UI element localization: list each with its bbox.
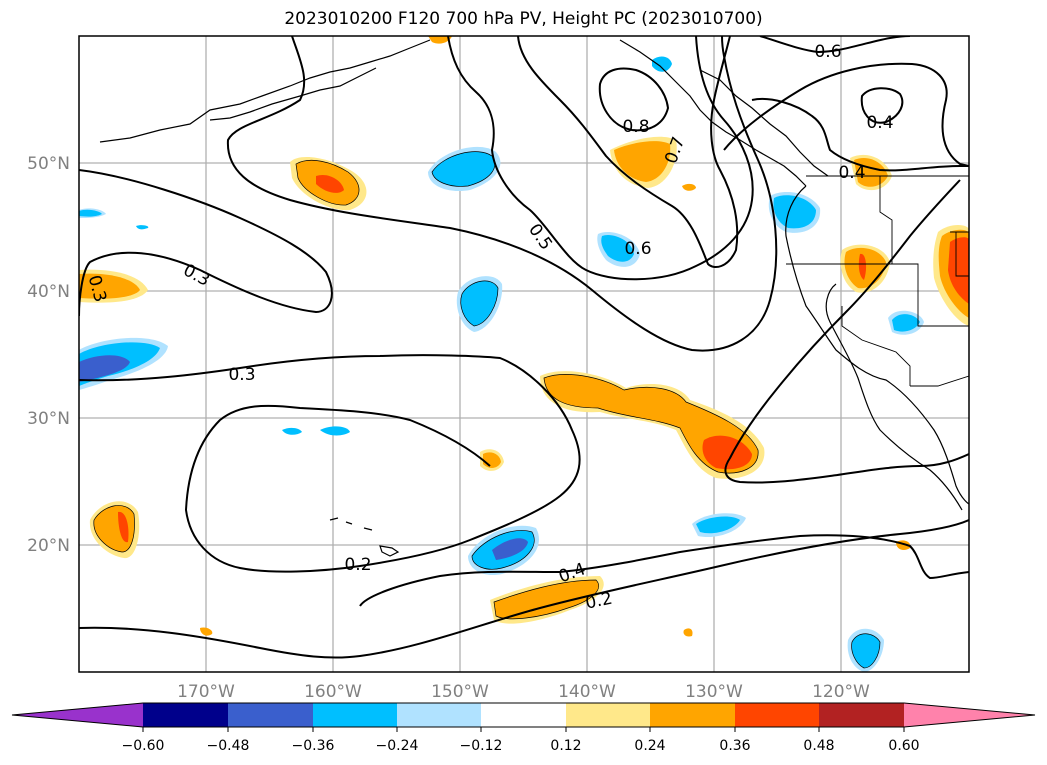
negative-pv-anomalies: [79, 56, 924, 672]
anomaly-patch: [773, 195, 816, 229]
colorbar: −0.60 −0.48 −0.36 −0.24 −0.12 0.12 0.24 …: [11, 702, 1036, 754]
colorbar-segment: [735, 703, 819, 727]
anomaly-patch: [652, 56, 672, 72]
colorbar-segment: [566, 703, 650, 727]
anomaly-patch: [492, 538, 528, 560]
colorbar-segment: [904, 703, 1035, 727]
contour-label: 0.6: [624, 239, 651, 259]
anomaly-patch: [432, 151, 495, 187]
colorbar-ticks: [142, 727, 905, 732]
anomaly-patch: [858, 253, 867, 280]
colorbar-tick-label: 0.48: [803, 738, 834, 754]
colorbar-tick-label: 0.24: [634, 738, 665, 754]
anomaly-patch: [494, 580, 599, 619]
contour-labels: 0.6 0.4 0.4 0.8 0.7 0.5 0.6 0.3 0.3 0.3 …: [84, 42, 894, 614]
contour-label: 0.6: [814, 42, 841, 62]
colorbar-tick-label: 0.12: [550, 738, 581, 754]
anomaly-patch: [428, 36, 452, 44]
colorbar-tick-label: −0.36: [292, 738, 335, 754]
latitude-labels: 50°N 40°N 30°N 20°N: [27, 154, 70, 556]
map-title: 2023010200 F120 700 hPa PV, Height PC (2…: [284, 9, 763, 29]
colorbar-segment: [397, 703, 481, 727]
colorbar-tick-label: −0.12: [460, 738, 503, 754]
lat-label: 30°N: [27, 409, 70, 429]
lat-label: 20°N: [27, 536, 70, 556]
anomaly-patch: [696, 516, 740, 534]
colorbar-segment: [650, 703, 735, 727]
height-contours: [79, 36, 969, 659]
anomaly-patch: [892, 314, 920, 332]
map-content: 0.6 0.4 0.4 0.8 0.7 0.5 0.6 0.3 0.3 0.3 …: [79, 36, 969, 672]
lat-label: 50°N: [27, 154, 70, 174]
lon-label: 170°W: [177, 682, 235, 702]
lon-label: 150°W: [431, 682, 489, 702]
colorbar-tick-label: −0.48: [207, 738, 250, 754]
anomaly-patch: [601, 234, 634, 262]
anomaly-patch: [79, 355, 130, 382]
longitude-labels: 170°W 160°W 150°W 140°W 130°W 120°W: [177, 682, 870, 702]
colorbar-segment: [481, 703, 566, 727]
anomaly-patch: [320, 426, 350, 436]
anomaly-patch: [683, 628, 693, 637]
anomaly-patch: [118, 511, 129, 543]
anomaly-patch: [316, 174, 344, 193]
contour-label: 0.2: [584, 589, 615, 614]
anomaly-patch: [282, 427, 302, 435]
anomaly-patch: [136, 225, 149, 230]
colorbar-tick-label: −0.60: [122, 738, 165, 754]
lon-label: 120°W: [812, 682, 870, 702]
colorbar-tick-label: −0.24: [376, 738, 419, 754]
anomaly-patch: [460, 280, 498, 326]
colorbar-segment: [12, 703, 143, 727]
lon-label: 130°W: [685, 682, 743, 702]
colorbar-tick-label: 0.36: [719, 738, 750, 754]
colorbar-segment: [819, 703, 904, 727]
lat-label: 40°N: [27, 282, 70, 302]
anomaly-patch: [79, 209, 102, 217]
anomaly-patch: [79, 273, 140, 299]
state-borders: [786, 175, 969, 387]
contour-label: 0.4: [838, 163, 865, 183]
colorbar-segment: [143, 703, 228, 727]
anomaly-outlines: [93, 151, 881, 669]
anomaly-patch: [948, 237, 969, 304]
contour-label: 0.2: [344, 555, 371, 575]
contour-label: 0.3: [228, 365, 255, 385]
map-frame: [78, 35, 970, 673]
contour-label: 0.3: [180, 260, 213, 290]
lon-label: 160°W: [304, 682, 362, 702]
lon-label: 140°W: [558, 682, 616, 702]
gridlines: [79, 36, 969, 672]
anomaly-patch: [682, 183, 696, 191]
colorbar-segment: [228, 703, 313, 727]
anomaly-patch: [702, 435, 752, 470]
contour-label: 0.4: [866, 113, 893, 133]
contour-label: 0.8: [622, 117, 649, 137]
anomaly-patch: [614, 141, 671, 182]
anomaly-patch: [851, 633, 880, 668]
contour-label: 0.5: [524, 220, 556, 254]
anomaly-patch: [200, 627, 213, 636]
colorbar-tick-label: 0.60: [888, 738, 919, 754]
colorbar-segment: [313, 703, 397, 727]
coastlines: [99, 39, 969, 557]
